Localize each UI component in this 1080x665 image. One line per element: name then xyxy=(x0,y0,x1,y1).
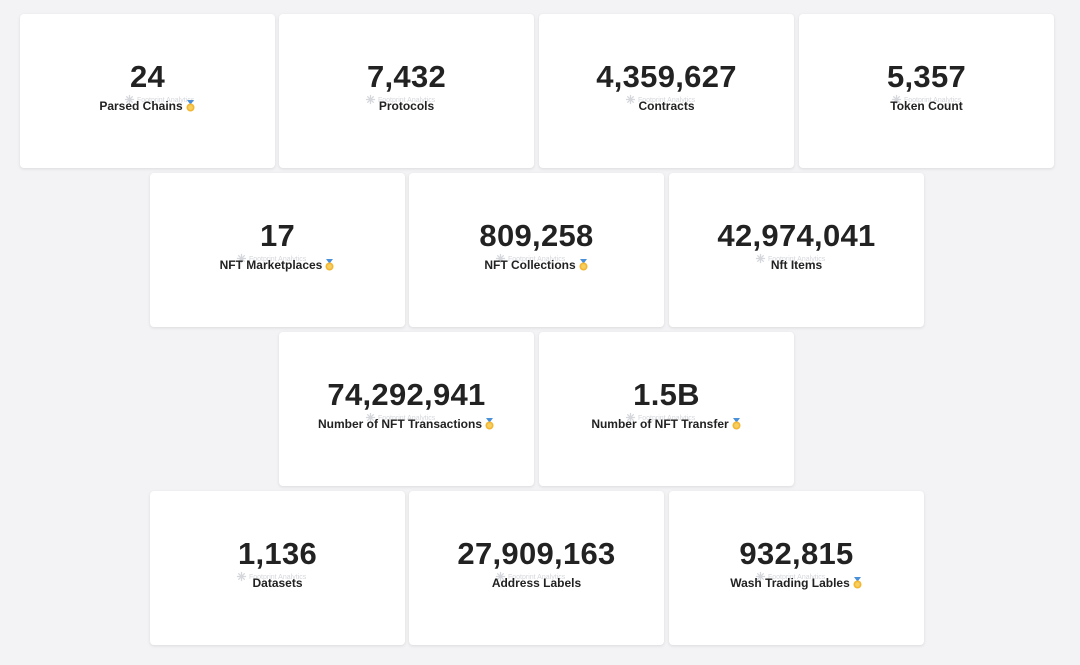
footprint-logo-icon xyxy=(625,412,636,423)
watermark: Footprint Analytics xyxy=(891,94,961,105)
metric-value: 74,292,941 xyxy=(327,377,486,412)
metric-label: NFT Marketplaces xyxy=(219,258,323,272)
footprint-logo-icon xyxy=(236,571,247,582)
metric-label: Contracts xyxy=(638,99,695,113)
watermark: Footprint Analytics xyxy=(365,94,435,105)
metric-card-address-labels[interactable]: 27,909,163 Footprint Analytics Address L… xyxy=(409,491,664,645)
metric-card-nft-items[interactable]: 42,974,041 Footprint Analytics Nft Items xyxy=(669,173,924,327)
footprint-logo-icon xyxy=(755,571,766,582)
metric-value: 1.5B xyxy=(633,377,700,412)
metric-label: Number of NFT Transfer xyxy=(591,417,729,431)
metric-card-nft-transactions[interactable]: 74,292,941 Footprint Analytics Number of… xyxy=(279,332,534,486)
footprint-logo-icon xyxy=(236,253,247,264)
metric-label: Datasets xyxy=(252,576,303,590)
metric-label: Wash Trading Lables xyxy=(730,576,850,590)
metric-card-nft-transfer[interactable]: 1.5B Footprint Analytics Number of NFT T… xyxy=(539,332,794,486)
metric-value: 1,136 xyxy=(237,536,318,571)
watermark: Footprint Analytics xyxy=(124,94,194,105)
footprint-logo-icon xyxy=(365,412,376,423)
metric-card-contracts[interactable]: 4,359,627 Footprint Analytics Contracts xyxy=(539,14,794,168)
metric-card-parsed-chains[interactable]: 24 Footprint Analytics Parsed Chains xyxy=(20,14,275,168)
metric-value: 4,359,627 xyxy=(596,59,737,94)
footprint-logo-icon xyxy=(625,94,636,105)
watermark: Footprint Analytics xyxy=(236,571,306,582)
watermark: Footprint Analytics xyxy=(755,571,825,582)
metric-label: Token Count xyxy=(890,99,963,113)
metric-value: 7,432 xyxy=(366,59,447,94)
metric-value: 809,258 xyxy=(479,218,594,253)
watermark: Footprint Analytics xyxy=(236,253,306,264)
watermark: Footprint Analytics xyxy=(625,94,695,105)
watermark: Footprint Analytics xyxy=(625,412,695,423)
medal-icon xyxy=(732,418,741,430)
footprint-logo-icon xyxy=(365,94,376,105)
metric-label: Nft Items xyxy=(770,258,823,272)
metric-value: 42,974,041 xyxy=(717,218,876,253)
metric-card-protocols[interactable]: 7,432 Footprint Analytics Protocols xyxy=(279,14,534,168)
metric-value: 24 xyxy=(129,59,166,94)
metric-value: 17 xyxy=(259,218,296,253)
footprint-logo-icon xyxy=(755,253,766,264)
metric-card-nft-marketplaces[interactable]: 17 Footprint Analytics NFT Marketplaces xyxy=(150,173,405,327)
medal-icon xyxy=(853,577,862,589)
watermark: Footprint Analytics xyxy=(365,412,435,423)
metric-card-nft-collections[interactable]: 809,258 Footprint Analytics NFT Collecti… xyxy=(409,173,664,327)
metric-label: Protocols xyxy=(378,99,435,113)
medal-icon xyxy=(186,100,195,112)
metric-card-datasets[interactable]: 1,136 Footprint Analytics Datasets xyxy=(150,491,405,645)
metric-card-wash-trading-labels[interactable]: 932,815 Footprint Analytics Wash Trading… xyxy=(669,491,924,645)
watermark: Footprint Analytics xyxy=(495,571,565,582)
footprint-logo-icon xyxy=(495,571,506,582)
footprint-logo-icon xyxy=(891,94,902,105)
medal-icon xyxy=(579,259,588,271)
watermark: Footprint Analytics xyxy=(755,253,825,264)
footprint-logo-icon xyxy=(124,94,135,105)
metric-label: Address Labels xyxy=(491,576,582,590)
metric-card-token-count[interactable]: 5,357 Footprint Analytics Token Count xyxy=(799,14,1054,168)
metric-label: Number of NFT Transactions xyxy=(317,417,483,431)
watermark: Footprint Analytics xyxy=(495,253,565,264)
metric-label: NFT Collections xyxy=(484,258,576,272)
medal-icon xyxy=(485,418,494,430)
metric-label: Parsed Chains xyxy=(99,99,183,113)
metric-value: 27,909,163 xyxy=(457,536,616,571)
metric-value: 5,357 xyxy=(886,59,967,94)
medal-icon xyxy=(325,259,334,271)
footprint-logo-icon xyxy=(495,253,506,264)
metric-value: 932,815 xyxy=(739,536,854,571)
